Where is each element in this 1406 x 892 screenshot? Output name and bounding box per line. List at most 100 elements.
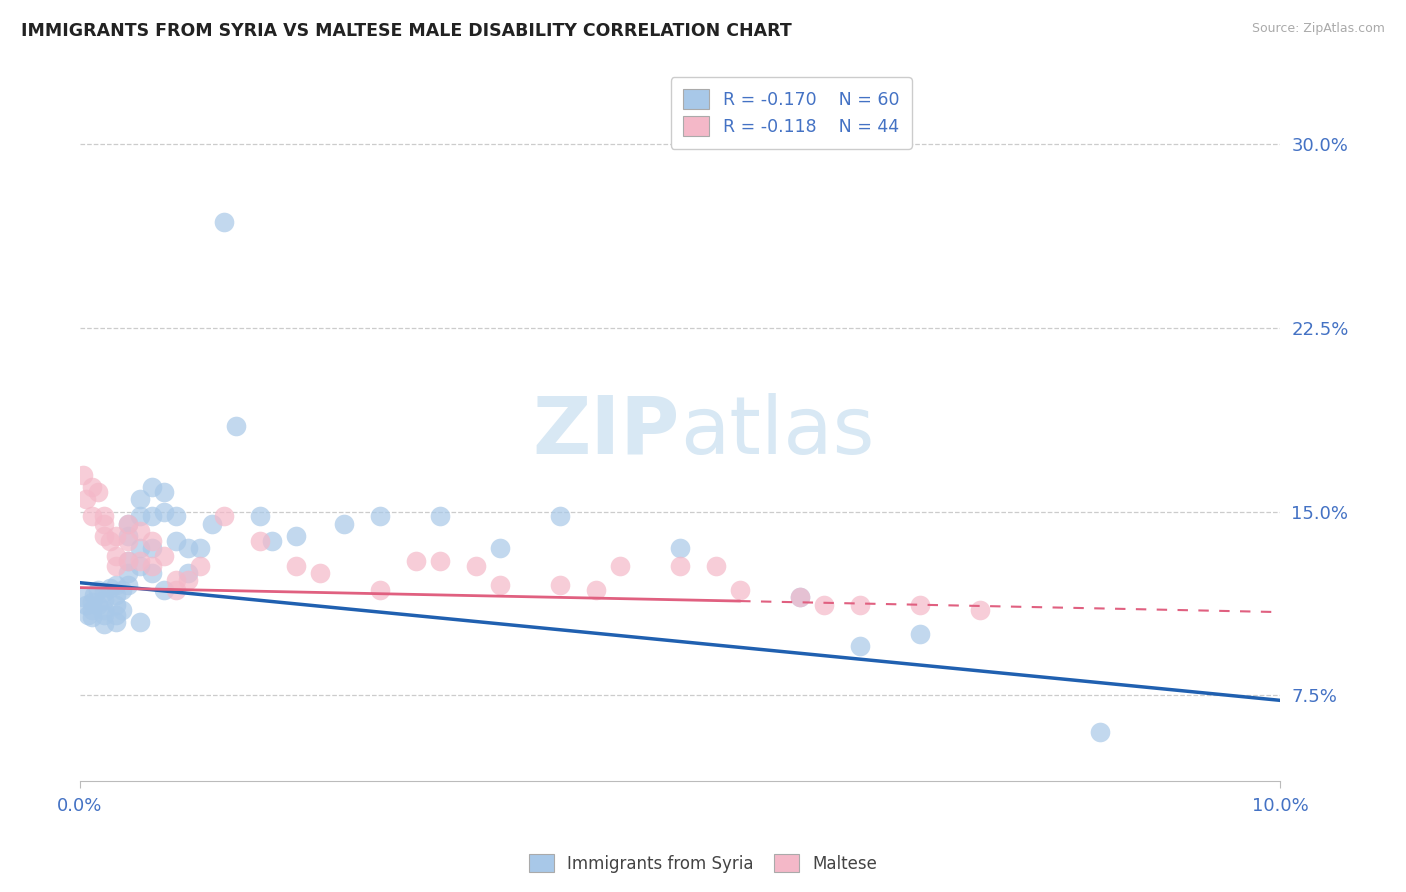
Point: [165, 533, 187, 548]
Legend: Immigrants from Syria, Maltese: Immigrants from Syria, Maltese: [522, 847, 884, 880]
Point: [585, 582, 607, 597]
Point: [80, 480, 103, 494]
Point: [104, 588, 127, 602]
Legend: R = -0.170    N = 60, R = -0.118    N = 44: R = -0.170 N = 60, R = -0.118 N = 44: [671, 78, 911, 149]
Point: [104, 529, 127, 543]
Point: [188, 541, 211, 556]
Point: [177, 566, 200, 580]
Point: [249, 509, 271, 524]
Point: [93, 516, 115, 531]
Point: [141, 558, 163, 573]
Point: [117, 516, 139, 531]
Point: [548, 509, 571, 524]
Point: [201, 516, 224, 531]
Text: atlas: atlas: [681, 392, 875, 471]
Point: [80, 602, 103, 616]
Point: [104, 598, 127, 612]
Point: [728, 582, 751, 597]
Point: [104, 607, 127, 622]
Point: [465, 558, 488, 573]
Point: [98, 533, 121, 548]
Point: [153, 505, 176, 519]
Point: [87, 582, 110, 597]
Point: [309, 566, 332, 580]
Point: [93, 592, 115, 607]
Point: [128, 558, 150, 573]
Point: [128, 615, 150, 629]
Point: [333, 516, 356, 531]
Point: [141, 480, 163, 494]
Text: Source: ZipAtlas.com: Source: ZipAtlas.com: [1251, 22, 1385, 36]
Point: [849, 598, 872, 612]
Point: [141, 566, 163, 580]
Point: [75, 598, 97, 612]
Point: [111, 602, 134, 616]
Point: [669, 558, 692, 573]
Point: [104, 549, 127, 563]
Point: [83, 588, 105, 602]
Point: [225, 418, 247, 433]
Point: [80, 595, 103, 609]
Point: [212, 509, 235, 524]
Point: [177, 541, 200, 556]
Point: [429, 509, 451, 524]
Point: [141, 541, 163, 556]
Point: [80, 509, 103, 524]
Point: [93, 607, 115, 622]
Text: ZIP: ZIP: [533, 392, 681, 471]
Point: [260, 533, 283, 548]
Point: [93, 529, 115, 543]
Point: [72, 467, 94, 482]
Point: [704, 558, 727, 573]
Point: [141, 509, 163, 524]
Point: [93, 585, 115, 599]
Point: [93, 602, 115, 616]
Point: [908, 598, 931, 612]
Point: [405, 553, 427, 567]
Point: [98, 581, 121, 595]
Point: [1090, 725, 1112, 739]
Point: [128, 524, 150, 539]
Point: [80, 610, 103, 624]
Point: [75, 492, 97, 507]
Text: IMMIGRANTS FROM SYRIA VS MALTESE MALE DISABILITY CORRELATION CHART: IMMIGRANTS FROM SYRIA VS MALTESE MALE DI…: [21, 22, 792, 40]
Point: [153, 549, 176, 563]
Point: [87, 485, 110, 500]
Point: [117, 553, 139, 567]
Point: [284, 558, 307, 573]
Point: [72, 591, 94, 605]
Point: [141, 533, 163, 548]
Point: [111, 582, 134, 597]
Point: [87, 598, 110, 612]
Point: [165, 509, 187, 524]
Point: [284, 529, 307, 543]
Point: [489, 578, 512, 592]
Point: [188, 558, 211, 573]
Point: [104, 558, 127, 573]
Point: [669, 541, 692, 556]
Point: [117, 578, 139, 592]
Point: [429, 553, 451, 567]
Point: [153, 485, 176, 500]
Point: [117, 553, 139, 567]
Point: [165, 573, 187, 587]
Point: [117, 529, 139, 543]
Point: [249, 533, 271, 548]
Point: [908, 627, 931, 641]
Point: [789, 591, 811, 605]
Point: [128, 553, 150, 567]
Point: [104, 578, 127, 592]
Point: [165, 582, 187, 597]
Point: [789, 591, 811, 605]
Point: [117, 516, 139, 531]
Point: [849, 640, 872, 654]
Point: [153, 582, 176, 597]
Point: [117, 533, 139, 548]
Point: [128, 509, 150, 524]
Point: [813, 598, 835, 612]
Point: [104, 615, 127, 629]
Point: [128, 541, 150, 556]
Point: [368, 582, 391, 597]
Point: [969, 602, 991, 616]
Point: [609, 558, 631, 573]
